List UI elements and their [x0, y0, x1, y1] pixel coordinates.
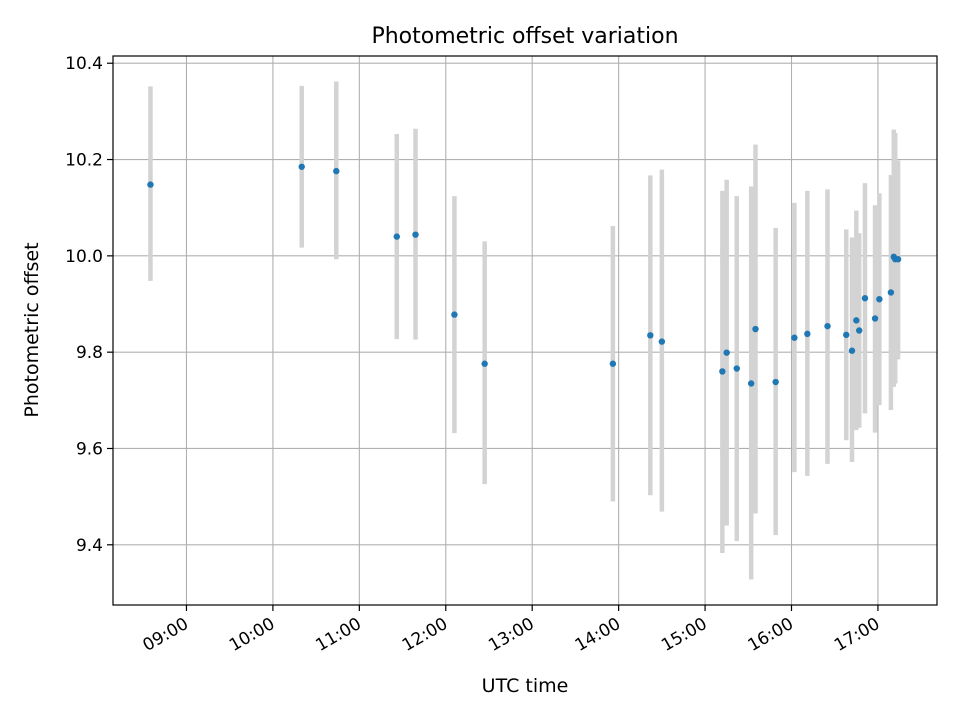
data-points: [147, 163, 902, 387]
data-point: [887, 289, 895, 296]
data-point: [723, 349, 730, 356]
data-point: [804, 330, 811, 338]
x-tick-label: 12:00: [399, 614, 451, 656]
y-tick-label: 9.6: [76, 439, 103, 459]
x-tick-label: 11:00: [312, 614, 364, 656]
error-bars: [148, 81, 901, 580]
data-point: [147, 181, 154, 188]
y-tick-label: 9.8: [76, 343, 103, 363]
x-axis-ticks: 09:00 10:00 11:00 12:00 13:00 14:00 15:00 16:00…: [140, 605, 883, 656]
data-point: [481, 360, 488, 367]
data-point: [856, 327, 863, 334]
y-axis-ticks: 9.4 9.6 9.8 10.0 10.2 10.4: [65, 54, 113, 556]
plot-frame: [112, 55, 938, 606]
data-point: [719, 368, 726, 375]
data-point: [393, 233, 400, 240]
data-point: [853, 317, 860, 324]
x-tick-label: 10:00: [226, 614, 278, 656]
data-point: [647, 332, 654, 339]
x-tick-label: 13:00: [485, 614, 537, 656]
x-tick-label: 14:00: [572, 614, 624, 656]
data-point: [733, 365, 740, 372]
x-axis-label: UTC time: [482, 675, 569, 697]
x-tick-label: 16:00: [745, 614, 797, 656]
x-tick-label: 17:00: [831, 614, 883, 656]
data-point: [861, 295, 869, 302]
y-tick-label: 10.2: [65, 151, 103, 171]
data-point: [451, 311, 458, 318]
data-point: [824, 322, 831, 330]
data-point: [333, 167, 340, 175]
data-point: [843, 331, 850, 339]
y-axis-label: Photometric offset: [21, 242, 43, 417]
y-tick-label: 9.4: [76, 536, 103, 556]
y-tick-label: 10.0: [65, 247, 103, 267]
data-point: [752, 325, 759, 333]
data-point: [894, 256, 902, 263]
data-point: [848, 347, 856, 354]
y-tick-label: 10.4: [65, 54, 103, 74]
x-tick-label: 09:00: [140, 614, 192, 656]
data-point: [876, 295, 883, 303]
data-point: [772, 378, 779, 386]
data-point: [871, 315, 879, 322]
data-point: [791, 334, 798, 341]
chart-title: Photometric offset variation: [371, 24, 678, 49]
x-tick-label: 15:00: [658, 614, 710, 656]
data-point: [658, 338, 666, 345]
data-point: [412, 231, 419, 238]
data-point: [298, 163, 305, 170]
data-point: [747, 380, 755, 387]
grid-lines: [113, 56, 937, 605]
data-point: [609, 360, 617, 367]
